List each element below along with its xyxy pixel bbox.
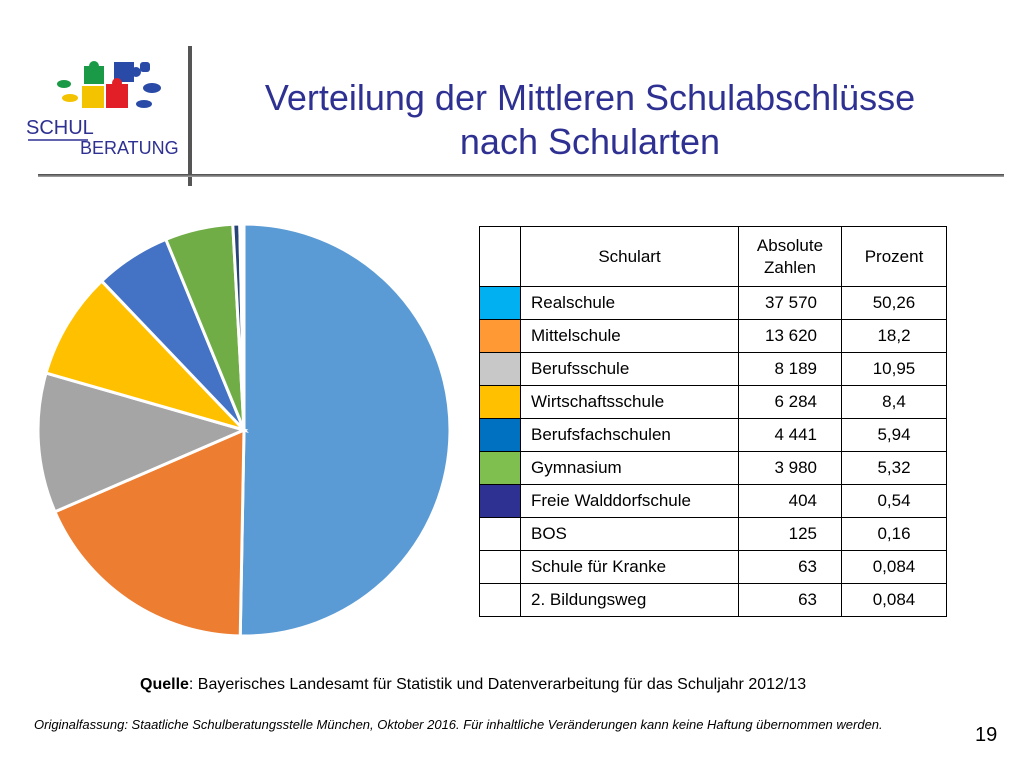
legend-swatch bbox=[479, 517, 521, 551]
pie-slice bbox=[52, 427, 246, 638]
table-row: Mittelschule 13 620 18,2 bbox=[479, 319, 947, 353]
schulart-cell: Berufsfachschulen bbox=[520, 418, 739, 452]
schulart-cell: Wirtschaftsschule bbox=[520, 385, 739, 419]
percent-cell: 0,16 bbox=[841, 517, 947, 551]
absolute-cell: 3 980 bbox=[738, 451, 842, 485]
legend-swatch bbox=[479, 583, 521, 617]
table-row: Wirtschaftsschule 6 284 8,4 bbox=[479, 385, 947, 419]
absolute-cell: 8 189 bbox=[738, 352, 842, 386]
table-row: Schule für Kranke 63 0,084 bbox=[479, 550, 947, 584]
schulart-cell: Gymnasium bbox=[520, 451, 739, 485]
header-prozent: Prozent bbox=[841, 226, 947, 287]
legend-swatch bbox=[479, 550, 521, 584]
table-row: Berufsfachschulen 4 441 5,94 bbox=[479, 418, 947, 452]
schulart-cell: Freie Walddorfschule bbox=[520, 484, 739, 518]
title-line-2: nach Schularten bbox=[459, 121, 721, 162]
percent-cell: 10,95 bbox=[841, 352, 947, 386]
header-schulart: Schulart bbox=[520, 226, 739, 287]
percent-cell: 0,084 bbox=[841, 583, 947, 617]
legend-swatch bbox=[479, 418, 521, 452]
footer-disclaimer: Originalfassung: Staatliche Schulberatun… bbox=[34, 717, 883, 732]
percent-cell: 0,084 bbox=[841, 550, 947, 584]
page-number: 19 bbox=[975, 724, 998, 746]
percent-cell: 5,32 bbox=[841, 451, 947, 485]
header-horizontal-divider bbox=[38, 174, 1004, 177]
legend-swatch bbox=[479, 451, 521, 485]
absolute-cell: 37 570 bbox=[738, 286, 842, 320]
schulart-cell: Berufsschule bbox=[520, 352, 739, 386]
percent-cell: 5,94 bbox=[841, 418, 947, 452]
pie-chart bbox=[36, 222, 452, 638]
data-table: Schulart Absolute Zahlen Prozent Realsch… bbox=[479, 226, 947, 617]
absolute-cell: 63 bbox=[738, 550, 842, 584]
schulart-cell: BOS bbox=[520, 517, 739, 551]
absolute-cell: 125 bbox=[738, 517, 842, 551]
header-vertical-divider bbox=[188, 46, 192, 186]
legend-swatch bbox=[479, 319, 521, 353]
svg-text:BERATUNG: BERATUNG bbox=[80, 138, 179, 158]
swatch-header-cell bbox=[479, 226, 521, 287]
puzzle-pieces-icon bbox=[57, 61, 161, 108]
page-title: Verteilung der Mittleren Schulabschlüsse… bbox=[200, 76, 980, 164]
legend-swatch bbox=[479, 286, 521, 320]
source-note: Quelle: Bayerisches Landesamt für Statis… bbox=[140, 676, 806, 694]
table-row: BOS 125 0,16 bbox=[479, 517, 947, 551]
title-line-1: Verteilung der Mittleren Schulabschlüsse bbox=[264, 77, 916, 118]
table-row: 2. Bildungsweg 63 0,084 bbox=[479, 583, 947, 617]
absolute-cell: 63 bbox=[738, 583, 842, 617]
absolute-cell: 4 441 bbox=[738, 418, 842, 452]
table-row: Gymnasium 3 980 5,32 bbox=[479, 451, 947, 485]
table-row: Realschule 37 570 50,26 bbox=[479, 286, 947, 320]
percent-cell: 18,2 bbox=[841, 319, 947, 353]
absolute-cell: 6 284 bbox=[738, 385, 842, 419]
percent-cell: 8,4 bbox=[841, 385, 947, 419]
pie-slice bbox=[36, 371, 249, 514]
source-label: Quelle bbox=[140, 676, 189, 693]
percent-cell: 0,54 bbox=[841, 484, 947, 518]
pie-slice bbox=[238, 222, 452, 638]
table-header-row: Schulart Absolute Zahlen Prozent bbox=[479, 226, 947, 287]
header-absolute-zahlen: Absolute Zahlen bbox=[738, 226, 842, 287]
table-row: Berufsschule 8 189 10,95 bbox=[479, 352, 947, 386]
table-row: Freie Walddorfschule 404 0,54 bbox=[479, 484, 947, 518]
absolute-cell: 404 bbox=[738, 484, 842, 518]
legend-swatch bbox=[479, 484, 521, 518]
schulart-cell: 2. Bildungsweg bbox=[520, 583, 739, 617]
schulart-cell: Schule für Kranke bbox=[520, 550, 739, 584]
absolute-cell: 13 620 bbox=[738, 319, 842, 353]
svg-text:SCHUL: SCHUL bbox=[26, 117, 94, 139]
source-text: : Bayerisches Landesamt für Statistik un… bbox=[188, 676, 807, 693]
percent-cell: 50,26 bbox=[841, 286, 947, 320]
schulart-cell: Mittelschule bbox=[520, 319, 739, 353]
schulart-cell: Realschule bbox=[520, 286, 739, 320]
legend-swatch bbox=[479, 352, 521, 386]
pie-slice bbox=[44, 278, 249, 433]
legend-swatch bbox=[479, 385, 521, 419]
pie-slice bbox=[241, 222, 246, 431]
schulberatung-logo: SCHUL BERATUNG bbox=[26, 61, 179, 158]
